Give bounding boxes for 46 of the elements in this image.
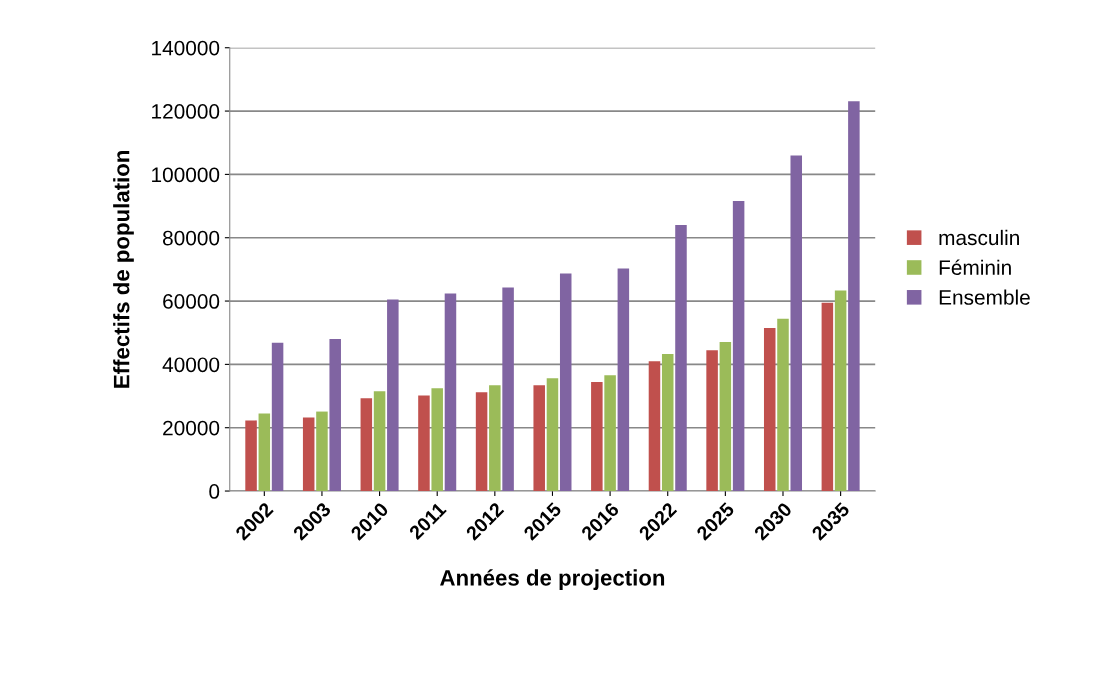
bar [719,341,732,492]
bar [329,339,341,492]
bar [834,290,847,492]
bar [777,318,789,492]
bar [848,101,860,492]
y-axis-title: Effectifs de population [113,151,134,388]
bar [604,375,616,492]
bar [360,398,373,492]
bar [431,388,443,492]
y-tick-label: 120000 [152,104,220,119]
bar [302,417,315,492]
bar [559,273,572,492]
bar [648,361,661,492]
bar [617,268,630,492]
bar [763,327,776,492]
bar [258,413,271,492]
y-tick-label: 60000 [163,294,220,309]
legend-label: Ensemble [939,289,1030,305]
y-tick-label: 80000 [163,230,220,246]
x-axis-title: Années de projection [440,569,665,591]
y-tick-label: 40000 [162,357,220,373]
bar [675,225,687,492]
legend-label: Féminin [939,259,1011,275]
bar [444,293,457,492]
bar [245,420,257,492]
bar [732,201,745,492]
bar [706,350,718,492]
bar [546,378,559,492]
bar [489,385,501,492]
y-tick-label: 140000 [152,40,220,56]
bar [387,299,399,492]
bar [373,391,386,492]
bar [502,287,514,492]
bar [591,382,603,492]
y-tick-label: 100000 [152,167,220,183]
y-tick-label: 20000 [163,420,220,436]
legend-label: masculin [939,229,1019,246]
bar [661,353,674,492]
bar [475,392,488,492]
bar [790,155,803,492]
y-tick-label: 0 [209,484,220,499]
bar [418,395,430,492]
bar [316,411,328,492]
bar [821,302,834,492]
bar [533,385,545,492]
bar [271,342,284,492]
